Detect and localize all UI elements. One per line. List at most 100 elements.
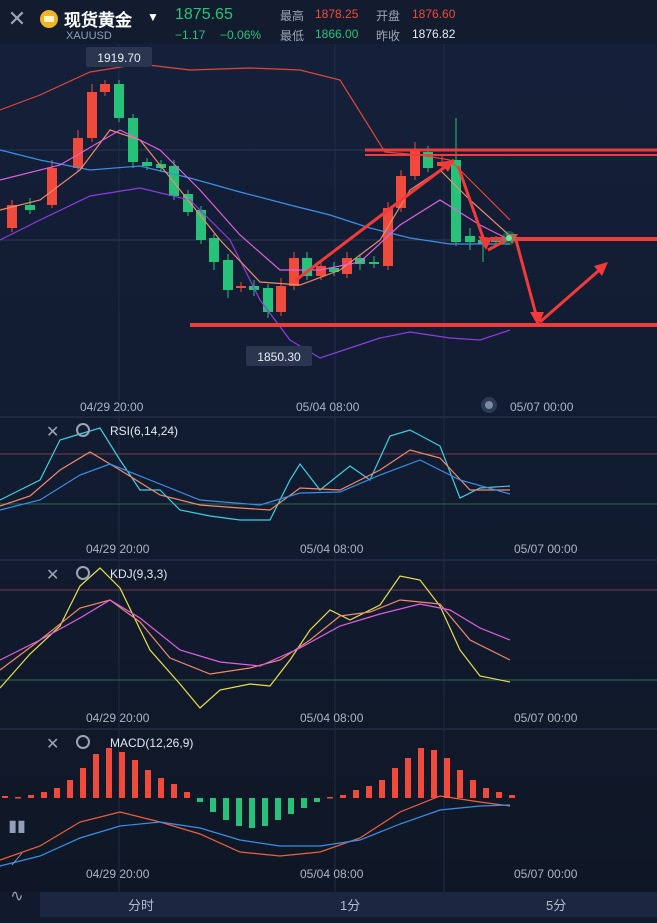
- period-tab-bar: 分时 1分 5分: [40, 892, 657, 917]
- candle-body: [383, 208, 393, 266]
- kdj-time-label-3: 05/07 00:00: [514, 711, 578, 725]
- macd-histogram-bar: [405, 758, 411, 798]
- macd-time-label-1: 04/29 20:00: [86, 867, 150, 881]
- gear-icon[interactable]: [76, 735, 90, 749]
- macd-histogram-bar: [288, 798, 294, 814]
- candle-body: [223, 260, 233, 290]
- drop-arrow: [514, 239, 540, 323]
- candle-body: [47, 168, 57, 205]
- open-label: 开盘: [376, 9, 401, 23]
- macd-time-label-2: 05/04 08:00: [300, 867, 364, 881]
- close-icon[interactable]: ✕: [46, 424, 60, 441]
- last-price: 1875.65: [175, 6, 233, 23]
- arrow-head: [530, 312, 544, 326]
- arrow-head: [440, 160, 454, 172]
- candle-body: [451, 160, 461, 242]
- rsi-time-label-3: 05/07 00:00: [514, 542, 578, 556]
- arrow-head: [478, 236, 492, 250]
- rsi-time-label-2: 05/04 08:00: [300, 542, 364, 556]
- tab-timeshare[interactable]: 分时: [128, 898, 155, 913]
- candle-body: [25, 205, 35, 210]
- low-marker: 1850.30: [257, 350, 301, 364]
- down-arrow: [456, 165, 488, 247]
- kdj-time-label-1: 04/29 20:00: [86, 711, 150, 725]
- candle-body: [342, 258, 352, 274]
- close-icon[interactable]: ✕: [46, 736, 60, 753]
- candlestick-icon[interactable]: ▮▮: [8, 818, 26, 835]
- candle-body: [7, 205, 17, 228]
- scroll-handle-dot: [485, 401, 493, 409]
- macd-dea-line: [0, 804, 511, 867]
- tab-1min[interactable]: 1分: [340, 898, 361, 913]
- macd-histogram-bar: [496, 792, 502, 798]
- candle-body: [169, 166, 179, 196]
- candle-body: [316, 266, 326, 276]
- close-icon[interactable]: ✕: [7, 6, 27, 31]
- candle-body: [369, 262, 379, 264]
- instrument-symbol: XAUUSD: [66, 30, 112, 42]
- high-marker: 1919.70: [97, 51, 141, 65]
- candle-body: [396, 176, 406, 208]
- main-time-label-1: 04/29 20:00: [80, 400, 144, 414]
- candle-body: [142, 162, 152, 166]
- macd-histogram-bar: [28, 795, 34, 798]
- high-marker-box: [86, 47, 152, 67]
- candle-body: [100, 84, 110, 92]
- macd-histogram-bar: [457, 770, 463, 798]
- close-icon[interactable]: ✕: [46, 567, 60, 584]
- candle-body: [423, 152, 433, 168]
- rsi-layer: [0, 427, 657, 521]
- ma-line: [0, 129, 511, 271]
- instrument-title[interactable]: 现货黄金: [64, 11, 132, 30]
- macd-histogram-bar: [80, 768, 86, 798]
- tab-5min[interactable]: 5分: [546, 898, 567, 913]
- macd-histogram-bar: [158, 778, 164, 798]
- macd-histogram-bar: [15, 797, 21, 799]
- candle-body: [87, 92, 97, 138]
- macd-histogram-bar: [2, 796, 8, 798]
- macd-histogram-bar: [249, 798, 255, 828]
- recovery-arrow: [539, 264, 605, 324]
- macd-histogram-bar: [54, 788, 60, 798]
- macd-histogram-bar: [106, 748, 112, 798]
- macd-dif-line: [0, 795, 511, 861]
- kdj-label: KDJ(9,3,3): [110, 567, 168, 581]
- indicator-icon[interactable]: ∿: [10, 888, 24, 905]
- candle-body: [196, 210, 206, 240]
- macd-histogram-bar: [223, 798, 229, 820]
- candle-body: [410, 150, 420, 176]
- macd-histogram-bar: [119, 752, 125, 798]
- candle-body: [236, 286, 246, 288]
- gold-bars-icon: [40, 10, 58, 28]
- macd-histogram-bar: [145, 770, 151, 798]
- candle-body: [183, 194, 193, 212]
- main-price-layer: [0, 63, 511, 359]
- trend-draw-icon[interactable]: ⟋: [11, 852, 23, 869]
- high-label: 最高: [280, 9, 305, 23]
- kdj-time-label-2: 05/04 08:00: [300, 711, 364, 725]
- macd-histogram-bar: [93, 754, 99, 798]
- candle-body: [73, 138, 83, 168]
- macd-histogram-bar: [210, 798, 216, 812]
- price-change: −1.17: [175, 28, 206, 42]
- upper-band-line: [0, 63, 511, 221]
- macd-histogram-bar: [483, 788, 489, 798]
- candle-body: [302, 258, 312, 276]
- gear-icon[interactable]: [76, 566, 90, 580]
- lower-band-line: [0, 187, 511, 359]
- rsi-time-label-1: 04/29 20:00: [86, 542, 150, 556]
- macd-layer: [0, 748, 515, 867]
- candle-body: [355, 258, 365, 264]
- high-value: 1878.25: [315, 7, 359, 21]
- macd-histogram-bar: [262, 798, 268, 826]
- up-trend-arrow: [295, 158, 455, 282]
- macd-histogram-bar: [366, 786, 372, 798]
- macd-histogram-bar: [353, 790, 359, 798]
- macd-histogram-bar: [418, 748, 424, 798]
- live-price-dot: [506, 235, 512, 241]
- chevron-down-icon[interactable]: ▼: [147, 10, 159, 24]
- macd-histogram-bar: [132, 760, 138, 798]
- macd-histogram-bar: [392, 768, 398, 798]
- gear-icon[interactable]: [76, 423, 90, 437]
